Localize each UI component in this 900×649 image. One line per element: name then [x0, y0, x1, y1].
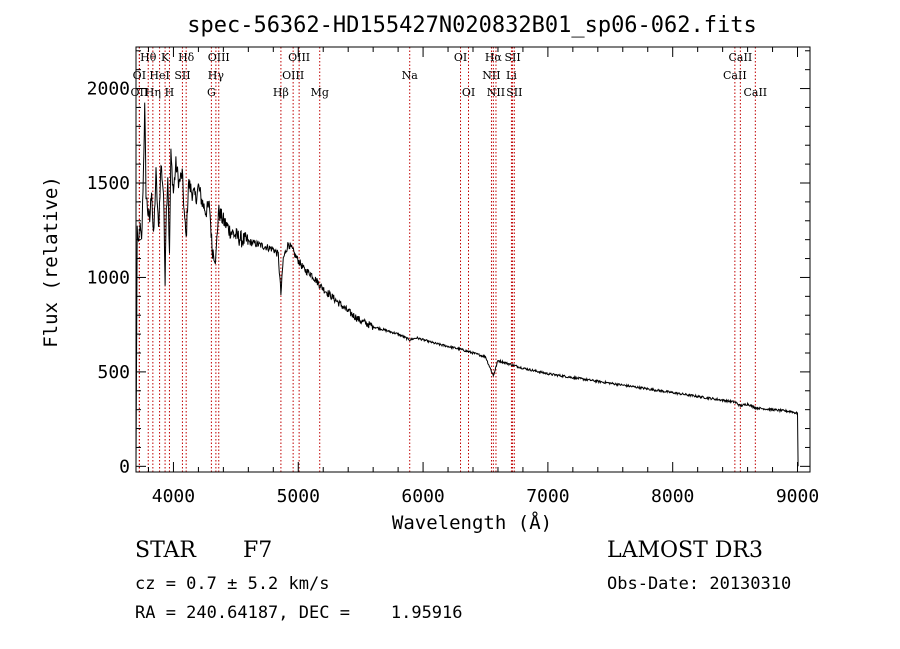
x-tick-label: 9000: [776, 486, 819, 507]
line-label: OI: [462, 86, 475, 99]
line-label: CaII: [743, 86, 767, 99]
survey-name: LAMOST DR3: [607, 538, 763, 563]
plot-frame: [135, 46, 811, 473]
x-tick-label: 7000: [526, 486, 569, 507]
x-axis-label: Wavelength (Å): [392, 511, 552, 534]
line-label: Li: [506, 69, 517, 82]
line-label: OIII: [208, 51, 230, 64]
line-label: Hθ: [140, 51, 157, 64]
line-label: Hη: [145, 86, 161, 99]
object-class: STAR: [135, 538, 196, 563]
y-tick-label: 0: [119, 456, 130, 477]
y-tick-label: 1500: [87, 173, 130, 194]
line-label: H: [165, 86, 175, 99]
line-label: Hγ: [208, 69, 225, 82]
flux-series-line: [135, 102, 799, 467]
object-subclass: F7: [243, 538, 273, 563]
line-label: Hδ: [178, 51, 195, 64]
coordinates: RA = 240.64187, DEC = 1.95916: [135, 603, 463, 623]
y-tick-label: 500: [97, 362, 130, 383]
x-tick-label: 6000: [401, 486, 444, 507]
redshift-velocity: cz = 0.7 ± 5.2 km/s: [135, 574, 330, 594]
line-label: CaII: [729, 51, 753, 64]
line-label: OIII: [282, 69, 304, 82]
line-label: OI: [454, 51, 467, 64]
line-label: NII: [487, 86, 505, 99]
line-label: OII: [131, 86, 149, 99]
x-tick-label: 8000: [651, 486, 694, 507]
y-tick-label: 1000: [87, 267, 130, 288]
chart-title: spec-56362-HD155427N020832B01_sp06-062.f…: [187, 13, 757, 38]
line-label: Na: [402, 69, 419, 82]
y-axis-label: Flux (relative): [40, 176, 62, 348]
line-label: Hα: [485, 51, 503, 64]
x-axis-ticks: 4000 5000 6000 7000 8000 9000: [147, 47, 819, 507]
line-label: G: [207, 86, 216, 99]
line-label: Hβ: [273, 86, 289, 99]
line-label: HeI: [149, 69, 169, 82]
line-label: OI: [133, 69, 146, 82]
y-axis-ticks: 0 500 1000 1500 2000: [87, 50, 810, 477]
line-label: NII: [482, 69, 500, 82]
line-label: OIII: [288, 51, 310, 64]
line-label: Mg: [311, 86, 329, 99]
line-label: SII: [174, 69, 190, 82]
x-tick-label: 4000: [152, 486, 195, 507]
line-label: CaII: [723, 69, 747, 82]
line-label: SII: [506, 86, 522, 99]
x-tick-label: 5000: [277, 486, 320, 507]
line-label: SII: [504, 51, 520, 64]
emission-line-markers: [138, 47, 756, 472]
y-tick-label: 2000: [87, 79, 130, 100]
observation-date: Obs-Date: 20130310: [607, 574, 792, 594]
line-label: K: [161, 51, 170, 64]
